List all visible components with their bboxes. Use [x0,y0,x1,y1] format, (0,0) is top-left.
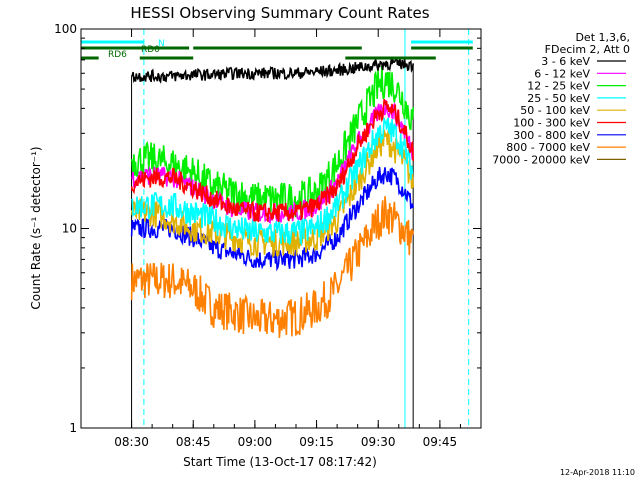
series-line-0 [130,57,414,84]
x-tick-label-1: 08:45 [176,435,211,449]
flag-bar-1-1 [193,46,362,50]
x-tick-label-4: 09:30 [361,435,396,449]
footer-date: 12-Apr-2018 11:10 [560,468,635,477]
y-axis: 1 10 100 [54,22,481,435]
flag-bar-1-0 [81,46,190,50]
x-tick-label-3: 09:15 [299,435,334,449]
legend-header-line-1: Det 1,3,6, [575,31,630,44]
flag-bar-2-0 [81,56,99,60]
legend-label-3: 25 - 50 keV [527,92,590,105]
legend-label-0: 3 - 6 keV [541,55,590,68]
series-line-5 [130,99,414,223]
y-tick-label-1: 10 [62,222,77,236]
flag-label-0: N [158,39,165,49]
x-axis-label: Start Time (13-Oct-17 08:17:42) [183,455,377,469]
flag-bar-2-2 [345,56,436,60]
legend-label-6: 300 - 800 keV [513,129,590,142]
x-axis: 08:30 08:45 09:00 09:15 09:30 09:45 [114,29,461,449]
legend-label-4: 50 - 100 keV [520,104,590,117]
y-axis-label: Count Rate (s⁻¹ detector⁻¹) [29,146,43,309]
x-tick-label-0: 08:30 [114,435,149,449]
flag-bar-0-0 [81,40,144,44]
legend-label-7: 800 - 7000 keV [506,141,590,154]
x-tick-label-5: 09:45 [423,435,458,449]
chart-title: HESSI Observing Summary Count Rates [130,4,429,22]
legend-label-1: 6 - 12 keV [534,67,590,80]
y-tick-label-2: 100 [54,22,77,36]
flag-label-2: RD6 [108,50,127,60]
flag-bar-0-1 [411,40,473,44]
series-line-7 [130,196,414,338]
flag-label-1: RD0 [141,45,160,55]
legend-label-2: 12 - 25 keV [527,80,590,93]
series-line-3 [130,117,414,247]
legend-label-8: 7000 - 20000 keV [492,153,590,166]
flag-bar-2-1 [139,56,194,60]
flag-bar-1-2 [411,46,473,50]
legend-label-5: 100 - 300 keV [513,117,590,130]
legend-header-line-2: FDecim 2, Att 0 [545,43,630,56]
x-tick-label-2: 09:00 [238,435,273,449]
y-tick-label-0: 1 [69,421,77,435]
